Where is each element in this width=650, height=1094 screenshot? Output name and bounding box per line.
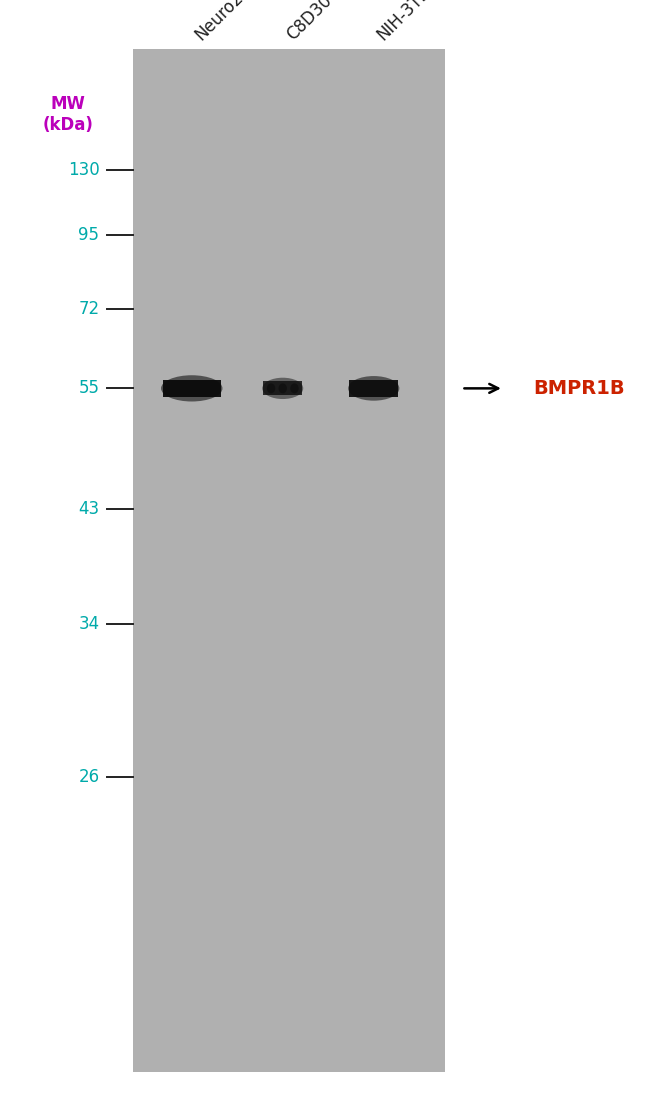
Ellipse shape [266,383,276,394]
Text: 34: 34 [79,615,99,632]
Ellipse shape [161,375,222,401]
Text: 95: 95 [79,226,99,244]
Bar [263,381,302,395]
Text: MW
(kDa): MW (kDa) [43,95,94,135]
Text: 72: 72 [79,300,99,317]
Bar [350,380,398,396]
Text: 26: 26 [79,768,99,785]
Text: C8D30: C8D30 [283,0,335,44]
Text: 55: 55 [79,380,99,397]
Ellipse shape [262,377,303,399]
Ellipse shape [348,376,399,400]
Text: Neuro2A: Neuro2A [192,0,255,44]
Ellipse shape [290,383,299,394]
Bar [133,49,445,1072]
Bar [162,380,221,397]
Text: BMPR1B: BMPR1B [533,379,625,398]
Text: NIH-3T3: NIH-3T3 [374,0,434,44]
Text: 43: 43 [79,500,99,517]
Ellipse shape [278,383,287,394]
Text: 130: 130 [68,161,99,178]
